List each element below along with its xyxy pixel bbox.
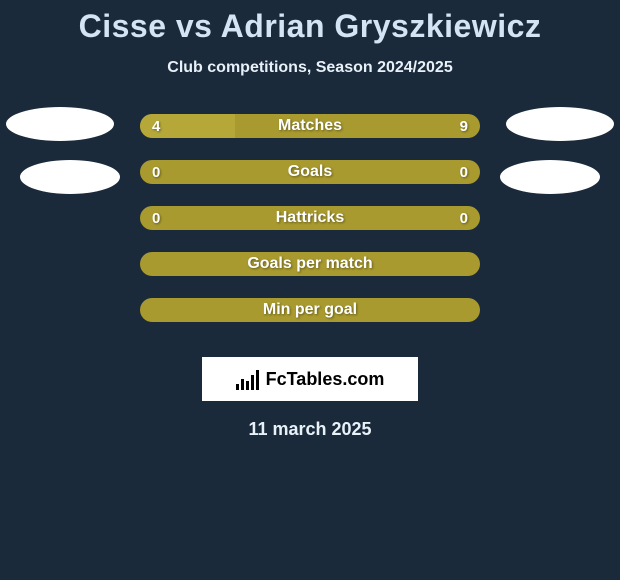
player-right-avatar-1 [506,107,614,141]
date-text: 11 march 2025 [0,419,620,440]
stat-row-hattricks: 0 Hattricks 0 [140,206,480,230]
player-right-avatar-2 [500,160,600,194]
brand-box[interactable]: FcTables.com [202,357,418,401]
stat-row-matches: 4 Matches 9 [140,114,480,138]
stat-row-goals: 0 Goals 0 [140,160,480,184]
player-left-avatar-1 [6,107,114,141]
page-title: Cisse vs Adrian Gryszkiewicz [0,8,620,45]
stat-right-value: 9 [460,118,468,135]
stat-label: Goals [140,163,480,181]
brand-text: FcTables.com [266,369,385,390]
stat-row-goals-per-match: Goals per match [140,252,480,276]
stats-area: 4 Matches 9 0 Goals 0 0 Hattricks 0 Goal… [0,107,620,347]
stat-right-value: 0 [460,210,468,227]
comparison-card: Cisse vs Adrian Gryszkiewicz Club compet… [0,0,620,440]
stat-right-value: 0 [460,164,468,181]
stat-label: Min per goal [140,301,480,319]
stat-label: Matches [140,117,480,135]
player-left-avatar-2 [20,160,120,194]
subtitle: Club competitions, Season 2024/2025 [0,59,620,77]
stat-label: Hattricks [140,209,480,227]
stat-row-min-per-goal: Min per goal [140,298,480,322]
bar-chart-icon [236,368,262,390]
stat-label: Goals per match [140,255,480,273]
